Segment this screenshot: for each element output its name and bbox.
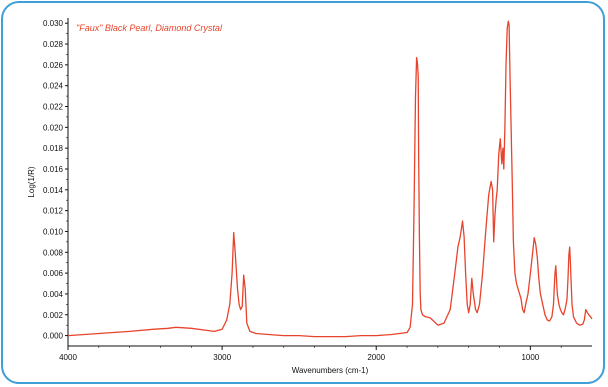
y-tick-label: 0.016 (43, 165, 64, 174)
series-layer (67, 20, 593, 338)
y-tick-label: 0.004 (43, 290, 64, 299)
y-tick-label: 0.006 (43, 269, 64, 278)
y-tick-label: 0.024 (43, 82, 64, 91)
y-tick-label: 0.000 (43, 332, 64, 341)
x-tick-label: 4000 (59, 353, 77, 362)
y-tick-label: 0.030 (43, 19, 64, 28)
y-tick-label: 0.022 (43, 103, 64, 112)
y-tick-label: 0.014 (43, 186, 64, 195)
tick-marks (65, 22, 562, 350)
y-tick-label: 0.020 (43, 123, 64, 132)
y-tick-label: 0.026 (43, 61, 64, 70)
chart-annotation: "Faux" Black Pearl, Diamond Crystal (76, 23, 223, 33)
y-tick-label: 0.018 (43, 144, 64, 153)
x-tick-label: 2000 (367, 353, 385, 362)
y-tick-label: 0.028 (43, 40, 64, 49)
spectrum-line (67, 20, 593, 338)
y-tick-label: 0.008 (43, 248, 64, 257)
y-tick-label: 0.002 (43, 311, 64, 320)
y-tick-label: 0.012 (43, 207, 64, 216)
axes (67, 18, 592, 347)
text-layer: "Faux" Black Pearl, Diamond Crystal Wave… (27, 19, 540, 375)
x-axis-title: Wavenumbers (cm-1) (292, 366, 369, 375)
y-axis-title: Log(1/R) (27, 166, 36, 197)
x-tick-label: 1000 (521, 353, 539, 362)
y-tick-label: 0.010 (43, 227, 64, 236)
x-tick-label: 3000 (213, 353, 231, 362)
